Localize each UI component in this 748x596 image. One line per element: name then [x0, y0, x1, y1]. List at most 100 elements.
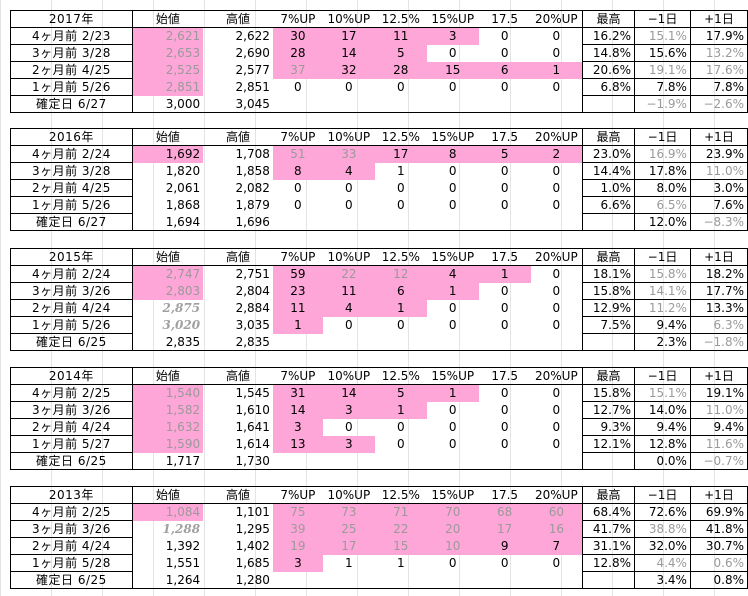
table-cell[interactable]: 2.3% — [634, 333, 691, 351]
column-header[interactable]: −1日 — [634, 248, 691, 266]
table-cell[interactable]: 30 — [272, 27, 323, 45]
table-cell[interactable]: 15.8% — [634, 265, 691, 283]
table-cell[interactable]: 3,045 — [203, 95, 273, 113]
column-header[interactable]: 最高 — [582, 248, 636, 266]
table-cell[interactable]: 3 — [322, 435, 375, 453]
table-cell[interactable]: 17 — [478, 520, 531, 538]
table-cell[interactable]: 3.4% — [634, 571, 691, 589]
table-cell[interactable]: 2,804 — [235, 284, 270, 298]
table-cell[interactable]: 0 — [552, 164, 561, 178]
table-cell[interactable]: 0 — [294, 181, 302, 195]
table-cell[interactable]: 11 — [322, 282, 375, 300]
table-cell[interactable]: 31.1% — [582, 537, 636, 555]
table-cell[interactable]: 9 — [478, 537, 531, 555]
table-cell[interactable]: 39 — [272, 520, 323, 538]
column-header[interactable]: 12.5% — [374, 248, 427, 266]
column-header[interactable]: 高値 — [203, 248, 273, 266]
table-cell[interactable] — [374, 452, 427, 470]
table-cell[interactable]: 0 — [396, 318, 405, 332]
table-cell[interactable]: −1.8% — [689, 333, 748, 351]
table-cell[interactable]: 2,751 — [235, 267, 270, 282]
row-label[interactable]: 3ヶ月前 3/28 — [10, 162, 133, 180]
table-cell[interactable]: 9.4% — [634, 316, 691, 334]
table-cell[interactable]: 6.6% — [582, 196, 636, 214]
column-header[interactable]: 7%UP — [272, 248, 323, 266]
table-cell[interactable]: 2,577 — [235, 63, 270, 77]
table-cell[interactable]: 2,747 — [131, 265, 204, 283]
column-header[interactable]: −1日 — [634, 128, 691, 146]
row-label[interactable]: 2ヶ月前 4/25 — [10, 179, 133, 197]
table-cell[interactable]: 0 — [500, 556, 509, 570]
table-cell[interactable]: 12.8% — [634, 435, 691, 453]
column-header[interactable]: 高値 — [203, 10, 273, 28]
column-header[interactable]: 15%UP — [426, 248, 479, 266]
table-cell[interactable]: 12.7% — [582, 401, 636, 419]
table-cell[interactable]: 23 — [272, 282, 323, 300]
table-cell[interactable]: 2,653 — [131, 44, 204, 62]
table-cell[interactable]: 2,803 — [131, 282, 204, 300]
table-cell[interactable]: 12.1% — [582, 435, 636, 453]
table-cell[interactable] — [426, 571, 479, 589]
table-cell[interactable]: 0 — [500, 318, 509, 332]
column-header[interactable]: 17.5 — [478, 367, 531, 385]
table-cell[interactable]: 0.6% — [689, 554, 748, 572]
table-cell[interactable] — [582, 95, 635, 113]
table-cell[interactable]: 1,288 — [131, 520, 204, 538]
table-cell[interactable]: 17.8% — [634, 162, 691, 180]
table-cell[interactable]: 5 — [478, 145, 531, 163]
table-cell[interactable]: 1 — [374, 299, 427, 317]
table-cell[interactable]: 0 — [448, 437, 457, 451]
table-cell[interactable]: 1,632 — [131, 418, 204, 436]
table-cell[interactable] — [530, 333, 583, 351]
table-cell[interactable]: 0 — [552, 267, 561, 282]
table-cell[interactable]: 15.1% — [634, 27, 691, 45]
table-cell[interactable]: 1 — [345, 556, 353, 570]
table-cell[interactable]: 14 — [322, 44, 375, 62]
table-cell[interactable]: 1,879 — [235, 198, 270, 212]
table-cell[interactable]: 0 — [500, 284, 509, 298]
column-header[interactable]: 17.5 — [478, 10, 531, 28]
table-cell[interactable]: 69.9% — [689, 503, 748, 521]
table-cell[interactable]: 1,614 — [235, 437, 270, 451]
table-cell[interactable]: 1,590 — [131, 435, 204, 453]
table-cell[interactable]: 3 — [322, 401, 375, 419]
table-cell[interactable] — [322, 213, 375, 231]
table-cell[interactable] — [530, 452, 583, 470]
table-cell[interactable]: 23.9% — [689, 145, 748, 163]
table-cell[interactable]: 17.9% — [689, 27, 748, 45]
table-cell[interactable]: 3,035 — [235, 318, 270, 332]
table-cell[interactable]: 0 — [500, 403, 509, 417]
column-header[interactable]: 15%UP — [426, 367, 479, 385]
table-cell[interactable]: 2,082 — [235, 181, 270, 195]
year-label[interactable]: 2014年 — [10, 367, 133, 385]
table-cell[interactable] — [582, 333, 635, 351]
table-cell[interactable]: 72.6% — [634, 503, 691, 521]
table-cell[interactable]: 1 — [530, 61, 583, 79]
table-cell[interactable]: 22 — [374, 520, 427, 538]
row-label[interactable]: 3ヶ月前 3/28 — [10, 44, 133, 62]
table-cell[interactable] — [478, 213, 531, 231]
table-cell[interactable]: 1 — [374, 401, 427, 419]
table-cell[interactable] — [374, 571, 427, 589]
table-cell[interactable]: 0 — [448, 420, 457, 434]
table-cell[interactable]: 11 — [272, 299, 323, 317]
table-cell[interactable]: 1,820 — [131, 162, 204, 180]
column-header[interactable]: 始値 — [131, 486, 204, 504]
table-cell[interactable] — [426, 213, 479, 231]
table-cell[interactable] — [374, 333, 427, 351]
row-label[interactable]: 2ヶ月前 4/24 — [10, 537, 133, 555]
table-cell[interactable]: 1,868 — [131, 196, 204, 214]
table-cell[interactable]: 0 — [552, 46, 561, 60]
table-cell[interactable]: 0 — [552, 198, 561, 212]
column-header[interactable]: 10%UP — [322, 248, 375, 266]
table-cell[interactable]: 15.6% — [634, 44, 691, 62]
table-cell[interactable]: 15 — [374, 537, 427, 555]
table-cell[interactable]: 0 — [345, 198, 353, 212]
table-cell[interactable]: 73 — [322, 503, 375, 521]
table-cell[interactable]: 1,858 — [235, 164, 270, 178]
table-cell[interactable]: 6 — [478, 61, 531, 79]
table-cell[interactable]: 15 — [426, 61, 479, 79]
table-cell[interactable] — [322, 571, 375, 589]
table-cell[interactable]: 0 — [552, 318, 561, 332]
table-cell[interactable]: 0 — [552, 181, 561, 195]
